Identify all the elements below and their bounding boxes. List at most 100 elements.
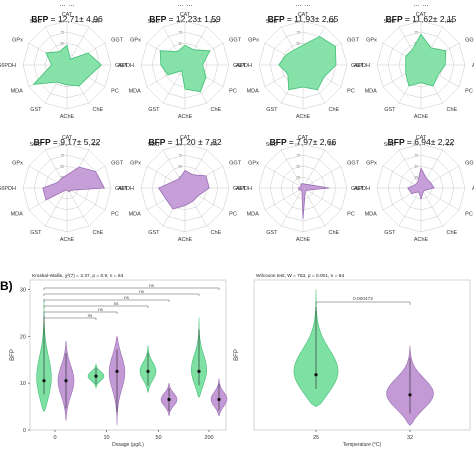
radar-axis-label: AChE bbox=[296, 237, 311, 243]
radar-axis-label: ALT bbox=[472, 63, 474, 69]
radar-spoke bbox=[66, 26, 90, 66]
x-axis-label: Temperature (°C) bbox=[343, 442, 382, 448]
comparison-label: ns bbox=[98, 307, 104, 312]
radar-axis-label: AChE bbox=[296, 114, 311, 120]
radar-axis-label: SOD bbox=[384, 19, 396, 25]
radar-axis-label: GGT bbox=[111, 38, 124, 44]
radar-axis-label: FA bbox=[211, 19, 218, 25]
stat-label-name: BFP bbox=[386, 14, 405, 24]
radar-panels: ... ... ... ... ... ... ... ... BFP = 12,71±… bbox=[0, 0, 474, 243]
panel-title: Wilcoxon test, W = 753, p = 0.001, n = 8… bbox=[256, 273, 344, 279]
radar-axis-label: GGT bbox=[347, 38, 360, 44]
radar-radial-tick: 50 bbox=[178, 42, 182, 46]
radar-axis-label: ALT bbox=[118, 63, 128, 69]
radar-radial-tick: 100 bbox=[413, 143, 419, 147]
radar-spoke bbox=[302, 187, 326, 227]
stat-label-value: = 11,93± 2,65 bbox=[287, 14, 339, 24]
radar-axis-label: GST bbox=[148, 107, 160, 113]
radar-axis-label: GGT bbox=[465, 38, 474, 44]
radar-axis-label: ChE bbox=[447, 230, 458, 236]
panel-title: Kruskal-Wallis, χ²(7) = 2.37, p = 0.9, n… bbox=[32, 273, 124, 279]
radar-series-area bbox=[42, 166, 106, 201]
radar-chart: BFP = 7,97± 2,661007550250CATFAGGTALTPCC… bbox=[233, 135, 364, 243]
x-tick-label: 10 bbox=[103, 435, 109, 441]
y-tick-label: 20 bbox=[20, 334, 26, 340]
radar-axis-label: PC bbox=[347, 89, 355, 95]
stat-label-name: BFP bbox=[31, 14, 50, 24]
radar-axis-label: MDA bbox=[129, 212, 142, 218]
radar-axis-label: PC bbox=[111, 89, 119, 95]
violin-panel-temperature: Wilcoxon test, W = 753, p = 0.001, n = 8… bbox=[234, 273, 471, 448]
radar-axis-label: GST bbox=[384, 107, 396, 113]
radar-stat-label: BFP = 7,97± 2,66 bbox=[270, 137, 337, 147]
violin-median-point bbox=[217, 397, 221, 402]
radar-axis-label: CAT bbox=[62, 135, 73, 141]
radar-axis-label: SOD bbox=[266, 142, 278, 148]
radar-axis-label: G6PDH bbox=[351, 186, 370, 192]
radar-axis-label: SOD bbox=[148, 19, 160, 25]
radar-axis-label: CAT bbox=[62, 12, 73, 18]
radar-spoke bbox=[420, 187, 460, 211]
radar-axis-label: ALT bbox=[236, 63, 246, 69]
radar-axis-label: ChE bbox=[211, 230, 222, 236]
radar-axis-label: ChE bbox=[211, 107, 222, 113]
stat-label-value: = 6,94± 2,22 bbox=[407, 137, 455, 147]
stat-label-value: = 9,17± 5,22 bbox=[53, 137, 101, 147]
radar-axis-label: AChE bbox=[414, 114, 429, 120]
plot-frame bbox=[253, 279, 471, 431]
radar-stat-label: BFP = 11,93± 2,65 bbox=[268, 14, 339, 24]
radar-radial-tick: 50 bbox=[60, 165, 64, 169]
comparison-bracket bbox=[43, 299, 170, 302]
radar-axis-label: G6PDH bbox=[233, 63, 252, 69]
radar-series-area bbox=[298, 183, 330, 219]
violin-median-point bbox=[314, 373, 318, 377]
radar-axis-label: MDA bbox=[129, 89, 142, 95]
radar-radial-tick: 100 bbox=[295, 20, 301, 24]
radar-axis-label: GGT bbox=[465, 161, 474, 167]
violin-median-point bbox=[167, 397, 171, 402]
radar-radial-tick: 100 bbox=[413, 20, 419, 24]
radar-axis-label: PC bbox=[229, 212, 237, 218]
radar-axis-label: CAT bbox=[298, 135, 309, 141]
radar-radial-tick: 100 bbox=[177, 20, 183, 24]
radar-axis-label: ALT bbox=[354, 186, 364, 192]
y-tick-label: 0 bbox=[23, 428, 26, 434]
comparison-label: ns bbox=[88, 313, 94, 318]
radar-axis-label: GPx bbox=[248, 38, 259, 44]
radar-chart: BFP = 9,17± 5,221007550250CATFAGGTALTPCC… bbox=[0, 135, 128, 243]
radar-spoke bbox=[44, 187, 68, 227]
radar-radial-tick: 100 bbox=[295, 143, 301, 147]
radar-axis-label: ALT bbox=[472, 186, 474, 192]
x-tick-label: 32 bbox=[407, 435, 413, 441]
radar-axis-label: ALT bbox=[236, 186, 246, 192]
radar-axis-label: ChE bbox=[329, 230, 340, 236]
radar-radial-tick: 50 bbox=[178, 165, 182, 169]
radar-radial-tick: 50 bbox=[60, 42, 64, 46]
radar-chart: BFP = 11,20 ± 7,821007550250CATFAGGTALTP… bbox=[115, 135, 246, 243]
radar-axis-label: MDA bbox=[247, 89, 260, 95]
y-axis-label: BFP bbox=[234, 349, 240, 361]
clipped-top-label: ... ... bbox=[413, 0, 429, 8]
radar-axis-label: G6PDH bbox=[351, 63, 370, 69]
radar-radial-tick: 100 bbox=[177, 143, 183, 147]
radar-stat-label: BFP = 11,62± 2,15 bbox=[386, 14, 457, 24]
radar-stat-label: BFP = 12,71± 4,96 bbox=[31, 14, 103, 24]
radar-radial-tick: 75 bbox=[296, 154, 300, 158]
radar-axis-label: FA bbox=[329, 19, 336, 25]
radar-axis-label: GPx bbox=[366, 161, 377, 167]
radar-axis-label: GST bbox=[30, 107, 42, 113]
panel-letter: B) bbox=[0, 279, 13, 293]
stat-label-name: BFP bbox=[34, 137, 53, 147]
radar-axis-label: AChE bbox=[178, 237, 193, 243]
radar-axis-label: GGT bbox=[347, 161, 360, 167]
comparison-bracket bbox=[315, 301, 411, 305]
radar-axis-label: ChE bbox=[93, 230, 104, 236]
x-tick-label: 25 bbox=[313, 435, 319, 441]
radar-stat-label: BFP = 12,23± 1,59 bbox=[149, 14, 221, 24]
radar-axis-label: PC bbox=[229, 89, 237, 95]
clipped-top-label: ... ... bbox=[177, 0, 193, 8]
radar-stat-label: BFP = 11,20 ± 7,82 bbox=[148, 137, 221, 147]
radar-axis-label: SOD bbox=[148, 142, 160, 148]
radar-axis-label: GGT bbox=[111, 161, 124, 167]
x-axis-label: Dosage (μg/L) bbox=[112, 442, 144, 448]
